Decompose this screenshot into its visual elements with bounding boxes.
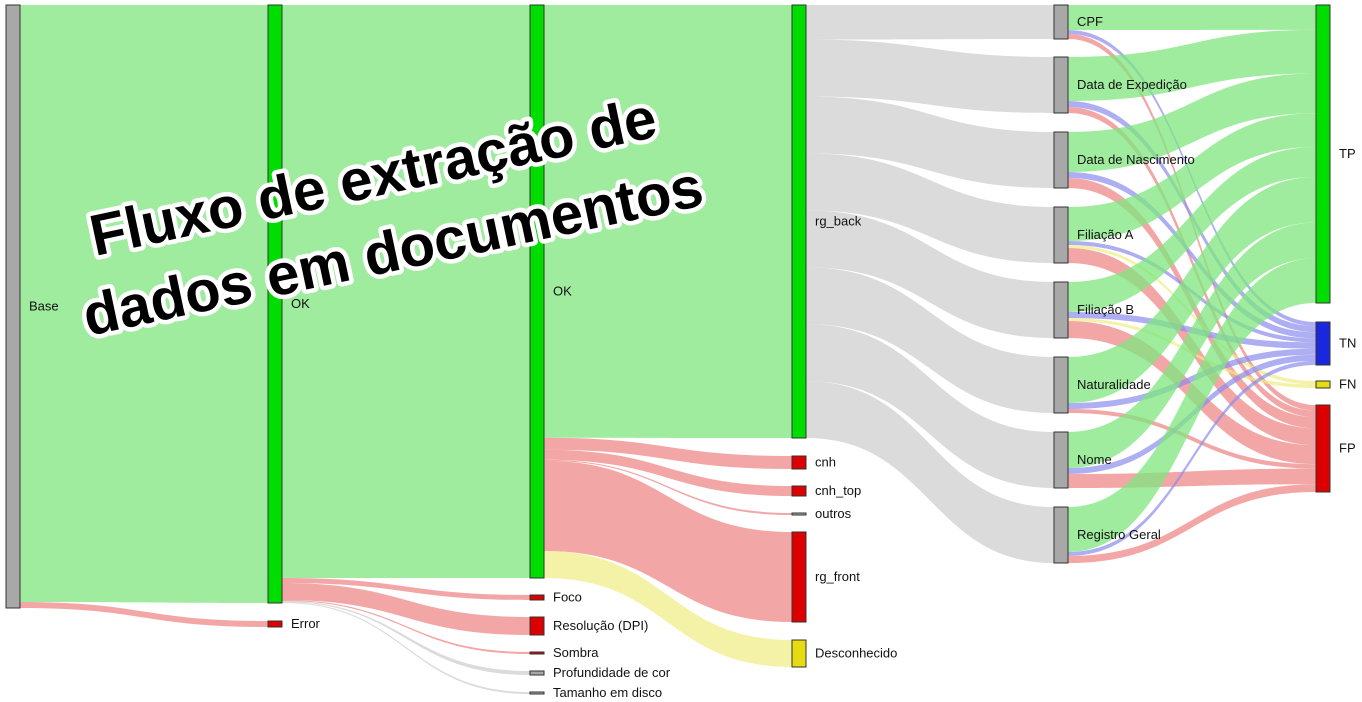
link-ok1-to-sombra[interactable]: [282, 600, 530, 654]
link-base-to-error[interactable]: [20, 602, 268, 627]
links-layer: [20, 5, 1316, 694]
node-sombra[interactable]: [529, 651, 545, 655]
node-label-registro: Registro Geral: [1077, 527, 1161, 542]
link-ok1-to-ok2[interactable]: [282, 5, 530, 579]
node-tn[interactable]: [1315, 321, 1331, 366]
node-label-outros: outros: [815, 506, 852, 521]
link-rg_back-to-filiacao_b[interactable]: [806, 210, 1054, 338]
node-label-resolucao: Resolução (DPI): [553, 618, 648, 633]
node-tp[interactable]: [1315, 4, 1331, 304]
node-label-sombra: Sombra: [553, 645, 599, 660]
node-label-filiacao_a: Filiação A: [1077, 227, 1134, 242]
node-foco[interactable]: [529, 594, 545, 601]
node-data_nasc[interactable]: [1053, 131, 1069, 189]
link-ok2-to-cnh_top[interactable]: [544, 449, 792, 496]
node-label-tp: TP: [1339, 146, 1356, 161]
node-label-cnh_top: cnh_top: [815, 483, 861, 498]
node-nome[interactable]: [1053, 431, 1069, 489]
link-rg_back-to-filiacao_a[interactable]: [806, 153, 1054, 263]
node-base[interactable]: [5, 4, 21, 609]
link-rg_back-to-nome[interactable]: [806, 324, 1054, 488]
node-cnh_top[interactable]: [791, 485, 807, 497]
link-ok1-to-tamanho[interactable]: [282, 602, 530, 694]
link-ok1-to-foco[interactable]: [282, 578, 530, 600]
node-label-rg_back: rg_back: [815, 214, 862, 229]
node-cnh[interactable]: [791, 455, 807, 470]
node-label-data_nasc: Data de Nascimento: [1077, 152, 1195, 167]
node-label-foco: Foco: [553, 590, 582, 605]
labels-layer: Base OK Error OK Foco Resolução (DPI) Sombra Pr…: [29, 14, 1356, 700]
link-nome-to-tp[interactable]: [1068, 222, 1316, 468]
node-label-tn: TN: [1339, 336, 1356, 351]
nodes-layer: [5, 4, 1331, 695]
link-base-to-ok1[interactable]: [20, 5, 268, 603]
link-rg_back-to-naturalidade[interactable]: [806, 267, 1054, 413]
node-label-ok1: OK: [291, 296, 310, 311]
link-ok2-to-desconhecido[interactable]: [544, 550, 792, 667]
node-rg_back[interactable]: [791, 4, 807, 439]
link-ok1-to-resolucao[interactable]: [282, 583, 530, 635]
link-rg_back-to-data_nasc[interactable]: [806, 96, 1054, 188]
link-ok2-to-outros[interactable]: [544, 459, 792, 515]
link-registro-to-tp[interactable]: [1068, 258, 1316, 552]
node-label-cnh: cnh: [815, 455, 836, 470]
link-data_nasc-to-tn[interactable]: [1068, 172, 1316, 339]
node-error[interactable]: [267, 620, 283, 628]
link-rg_back-to-cpf[interactable]: [806, 5, 1054, 40]
node-label-tamanho: Tamanho em disco: [553, 685, 662, 700]
link-ok2-to-cnh[interactable]: [544, 437, 792, 469]
link-registro-to-tn[interactable]: [1068, 360, 1316, 556]
node-rg_front[interactable]: [791, 531, 807, 623]
link-ok2-to-rg_front[interactable]: [544, 460, 792, 622]
node-tamanho[interactable]: [529, 691, 545, 695]
link-naturalidade-to-tp[interactable]: [1068, 176, 1316, 403]
node-registro[interactable]: [1053, 506, 1069, 564]
node-fn[interactable]: [1315, 380, 1331, 389]
link-ok2-to-rg_back[interactable]: [544, 5, 792, 438]
link-ok1-to-profundidade[interactable]: [282, 601, 530, 675]
link-registro-to-fp[interactable]: [1068, 484, 1316, 563]
node-label-nome: Nome: [1077, 452, 1112, 467]
node-desconhecido[interactable]: [791, 639, 807, 668]
link-data_exp-to-fp[interactable]: [1068, 107, 1316, 418]
node-label-data_exp: Data de Expedição: [1077, 77, 1187, 92]
node-profundidade[interactable]: [529, 670, 545, 676]
node-data_exp[interactable]: [1053, 56, 1069, 114]
link-filiacao_a-to-tp[interactable]: [1068, 113, 1316, 241]
node-ok2[interactable]: [529, 4, 545, 579]
node-cpf[interactable]: [1053, 4, 1069, 40]
node-label-ok2: OK: [553, 284, 572, 299]
node-outros[interactable]: [791, 512, 807, 516]
node-label-error: Error: [291, 616, 321, 631]
link-data_exp-to-tp[interactable]: [1068, 29, 1316, 101]
node-label-cpf: CPF: [1077, 14, 1103, 29]
link-filiacao_a-to-fn[interactable]: [1068, 245, 1316, 385]
node-naturalidade[interactable]: [1053, 356, 1069, 414]
node-ok1[interactable]: [267, 4, 283, 604]
link-cpf-to-tp[interactable]: [1068, 5, 1316, 30]
node-label-fp: FP: [1339, 441, 1356, 456]
node-label-base: Base: [29, 299, 59, 314]
link-rg_back-to-registro[interactable]: [806, 381, 1054, 563]
node-label-filiacao_b: Filiação B: [1077, 302, 1134, 317]
node-label-naturalidade: Naturalidade: [1077, 377, 1151, 392]
node-resolucao[interactable]: [529, 616, 545, 636]
link-naturalidade-to-tn[interactable]: [1068, 348, 1316, 409]
node-filiacao_b[interactable]: [1053, 281, 1069, 339]
node-fp[interactable]: [1315, 404, 1331, 493]
link-nome-to-fp[interactable]: [1068, 468, 1316, 488]
link-data_nasc-to-tp[interactable]: [1068, 73, 1316, 172]
node-label-fn: FN: [1339, 377, 1356, 392]
link-filiacao_b-to-tp[interactable]: [1068, 147, 1316, 312]
node-label-desconhecido: Desconhecido: [815, 646, 897, 661]
link-naturalidade-to-fp[interactable]: [1068, 409, 1316, 469]
node-label-rg_front: rg_front: [815, 569, 860, 584]
node-label-profundidade: Profundidade de cor: [553, 665, 671, 680]
node-filiacao_a[interactable]: [1053, 206, 1069, 264]
link-rg_back-to-data_exp[interactable]: [806, 39, 1054, 113]
